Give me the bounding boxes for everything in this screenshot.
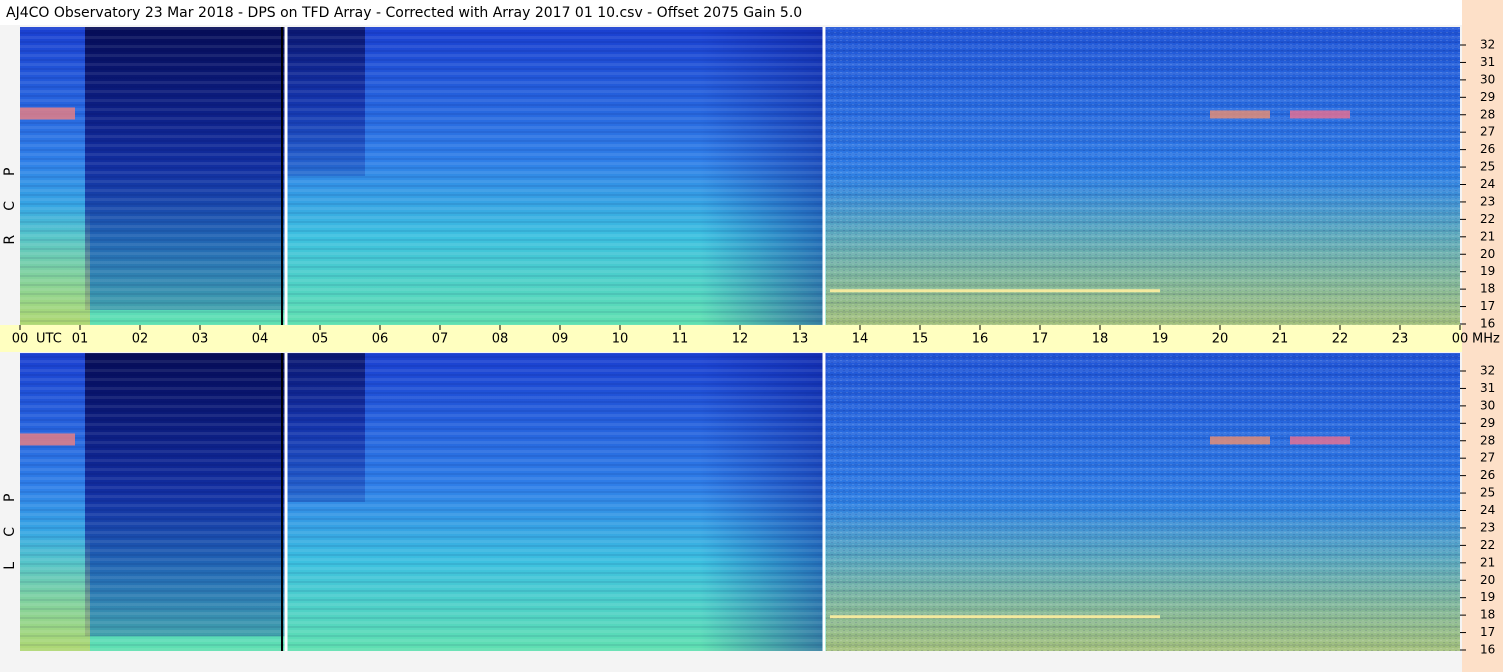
- noise: [826, 353, 1460, 651]
- frequency-label: 31: [1480, 55, 1495, 69]
- frequency-label: 19: [1480, 264, 1495, 278]
- frequency-label: 22: [1480, 212, 1495, 226]
- time-label: 20: [1212, 332, 1229, 347]
- panel-letter: R: [2, 235, 18, 245]
- frequency-label: 26: [1480, 142, 1495, 156]
- frequency-label: 28: [1480, 107, 1495, 121]
- frequency-label: 24: [1480, 177, 1495, 191]
- frequency-label: 16: [1480, 643, 1495, 657]
- frequency-label: 19: [1480, 590, 1495, 604]
- time-label: 14: [852, 332, 869, 347]
- time-label: 13: [792, 332, 809, 347]
- frequency-label: 29: [1480, 90, 1495, 104]
- time-label: 23: [1392, 332, 1409, 347]
- time-label: 19: [1152, 332, 1169, 347]
- noise: [826, 27, 1460, 325]
- frequency-label: 25: [1480, 486, 1495, 500]
- frequency-label: 32: [1480, 364, 1495, 378]
- time-label: 10: [612, 332, 629, 347]
- panel-letter: C: [2, 201, 18, 211]
- panel-letter: P: [2, 168, 18, 176]
- frequency-label: 21: [1480, 229, 1495, 243]
- time-label: 11: [672, 332, 689, 347]
- time-label: 04: [252, 332, 269, 347]
- frequency-label: 18: [1480, 608, 1495, 622]
- time-label: 09: [552, 332, 569, 347]
- hot-band: [830, 615, 1160, 619]
- frequency-label: 22: [1480, 538, 1495, 552]
- time-label: 16: [972, 332, 989, 347]
- hot-band: [20, 107, 75, 120]
- frequency-label: 30: [1480, 72, 1495, 86]
- title-bar: [0, 0, 1462, 25]
- time-label: 12: [732, 332, 749, 347]
- time-label: 02: [132, 332, 149, 347]
- frequency-label: 17: [1480, 625, 1495, 639]
- time-label: 17: [1032, 332, 1049, 347]
- frequency-label: 20: [1480, 573, 1495, 587]
- time-strip: [0, 325, 1462, 352]
- time-label: 06: [372, 332, 389, 347]
- frequency-label: 32: [1480, 38, 1495, 52]
- hot-band: [1210, 436, 1270, 445]
- hot-band: [1210, 110, 1270, 119]
- time-label: 01: [72, 332, 89, 347]
- frequency-label: 31: [1480, 381, 1495, 395]
- frequency-label: 23: [1480, 194, 1495, 208]
- frequency-label: 26: [1480, 468, 1495, 482]
- frequency-label: 20: [1480, 247, 1495, 261]
- frequency-label: 28: [1480, 433, 1495, 447]
- hot-band: [1290, 110, 1350, 119]
- time-label: 21: [1272, 332, 1289, 347]
- hot-band: [20, 433, 75, 446]
- time-label: 00: [12, 332, 29, 347]
- panel-letter: P: [2, 494, 18, 502]
- frequency-label: 24: [1480, 503, 1495, 517]
- frequency-unit: MHz: [1472, 332, 1500, 347]
- time-label: 08: [492, 332, 509, 347]
- time-label: 18: [1092, 332, 1109, 347]
- time-label: 03: [192, 332, 209, 347]
- time-label: 00: [1452, 332, 1469, 347]
- frequency-label: 16: [1480, 317, 1495, 331]
- time-label: 22: [1332, 332, 1349, 347]
- frequency-label: 29: [1480, 416, 1495, 430]
- frequency-strip: [1462, 0, 1503, 672]
- panel-letter: L: [2, 562, 18, 570]
- time-label: 05: [312, 332, 329, 347]
- frequency-label: 25: [1480, 160, 1495, 174]
- title: AJ4CO Observatory 23 Mar 2018 - DPS on T…: [6, 5, 802, 21]
- frequency-label: 17: [1480, 299, 1495, 313]
- frequency-label: 21: [1480, 555, 1495, 569]
- frequency-label: 18: [1480, 282, 1495, 296]
- frequency-label: 27: [1480, 451, 1495, 465]
- time-unit: UTC: [36, 332, 62, 347]
- time-label: 15: [912, 332, 929, 347]
- panel-letter: C: [2, 527, 18, 537]
- frequency-label: 23: [1480, 520, 1495, 534]
- time-label: 07: [432, 332, 449, 347]
- frequency-label: 27: [1480, 125, 1495, 139]
- frequency-label: 30: [1480, 398, 1495, 412]
- hot-band: [1290, 436, 1350, 445]
- hot-band: [830, 289, 1160, 293]
